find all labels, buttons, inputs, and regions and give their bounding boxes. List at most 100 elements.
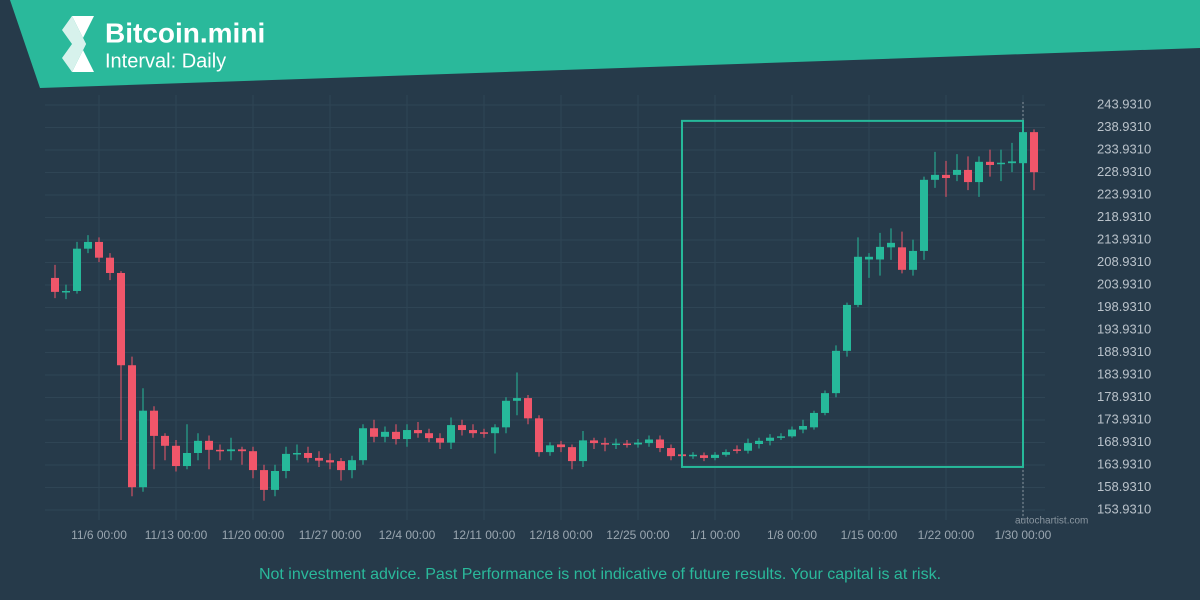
candle-body [260,470,268,490]
y-tick-label: 153.9310 [1097,501,1151,516]
y-tick-label: 233.9310 [1097,141,1151,156]
candle-body [689,454,697,457]
candle-body [909,250,917,270]
candle-body [117,272,125,366]
candle-body [436,438,444,443]
x-tick-label: 12/4 00:00 [379,528,436,542]
candle-body [315,457,323,461]
candle-body [161,435,169,446]
candle-body [623,443,631,446]
y-tick-label: 198.9310 [1097,299,1151,314]
candle-body [755,440,763,444]
candle-body [722,452,730,455]
candle-body [799,425,807,430]
candle-body [953,169,961,175]
candle-body [546,445,554,453]
candle-body [975,161,983,183]
y-tick-label: 238.9310 [1097,119,1151,134]
candle-body [590,440,598,444]
candle-body [711,454,719,458]
candle-body [348,460,356,471]
candle-body [744,443,752,451]
header-subtitle: Interval: Daily [105,50,226,72]
y-tick-label: 223.9310 [1097,186,1151,201]
candle-body [447,425,455,443]
y-tick-label: 183.9310 [1097,366,1151,381]
candle-body [106,257,114,273]
y-tick-label: 228.9310 [1097,164,1151,179]
candle-body [513,398,521,401]
candle-body [832,350,840,394]
candle-body [733,449,741,451]
candle-body [183,452,191,467]
x-tick-label: 11/13 00:00 [145,528,208,542]
candle-body [172,445,180,467]
candle-body [766,437,774,441]
candle-body [194,440,202,453]
x-tick-label: 12/11 00:00 [453,528,516,542]
candle-body [359,428,367,461]
y-tick-label: 193.9310 [1097,321,1151,336]
candle-body [62,290,70,293]
y-tick-label: 168.9310 [1097,434,1151,449]
candle-body [667,448,675,457]
candle-body [392,431,400,440]
candle-body [95,241,103,258]
candle-body [854,256,862,305]
candle-body [810,412,818,428]
candle-body [205,440,213,450]
candle-body [1008,161,1016,164]
candle-body [931,174,939,180]
header-banner [10,0,1200,88]
y-tick-label: 163.9310 [1097,456,1151,471]
candle-body [491,427,499,434]
y-tick-label: 203.9310 [1097,276,1151,291]
y-tick-label: 243.9310 [1097,96,1151,111]
candle-body [282,453,290,471]
candle-body [986,161,994,165]
candle-body [84,241,92,249]
y-tick-label: 208.9310 [1097,254,1151,269]
candle-body [414,430,422,434]
candle-body [557,444,565,448]
candle-body [73,248,81,291]
candle-body [645,439,653,444]
logo-shade [62,16,86,72]
y-tick-label: 173.9310 [1097,411,1151,426]
candle-body [700,455,708,458]
candle-body [480,432,488,434]
candle-body [403,430,411,440]
candle-body [997,162,1005,165]
x-tick-label: 1/15 00:00 [841,528,898,542]
candle-body [502,400,510,428]
candle-body [271,470,279,490]
candle-body [150,410,158,436]
candle-body [821,393,829,413]
candle-body [634,442,642,445]
candle-body [425,433,433,439]
disclaimer: Not investment advice. Past Performance … [259,566,941,583]
candle-body [865,256,873,260]
candle-body [568,447,576,462]
candle-body [381,431,389,437]
candle-body [139,410,147,488]
candle-body [293,452,301,455]
candle-body [964,169,972,183]
candle-body [887,242,895,248]
x-tick-label: 11/27 00:00 [299,528,362,542]
x-tick-label: 11/20 00:00 [222,528,285,542]
candle-body [238,449,246,452]
header-title: Bitcoin.mini [105,17,265,48]
y-tick-label: 218.9310 [1097,209,1151,224]
y-tick-label: 213.9310 [1097,231,1151,246]
candle-body [898,247,906,270]
x-tick-label: 11/6 00:00 [71,528,127,542]
candle-body [1030,132,1038,173]
candle-body [843,304,851,351]
candle-body [920,179,928,251]
candle-body [788,429,796,437]
candle-body [370,428,378,437]
candle-body [579,440,587,462]
